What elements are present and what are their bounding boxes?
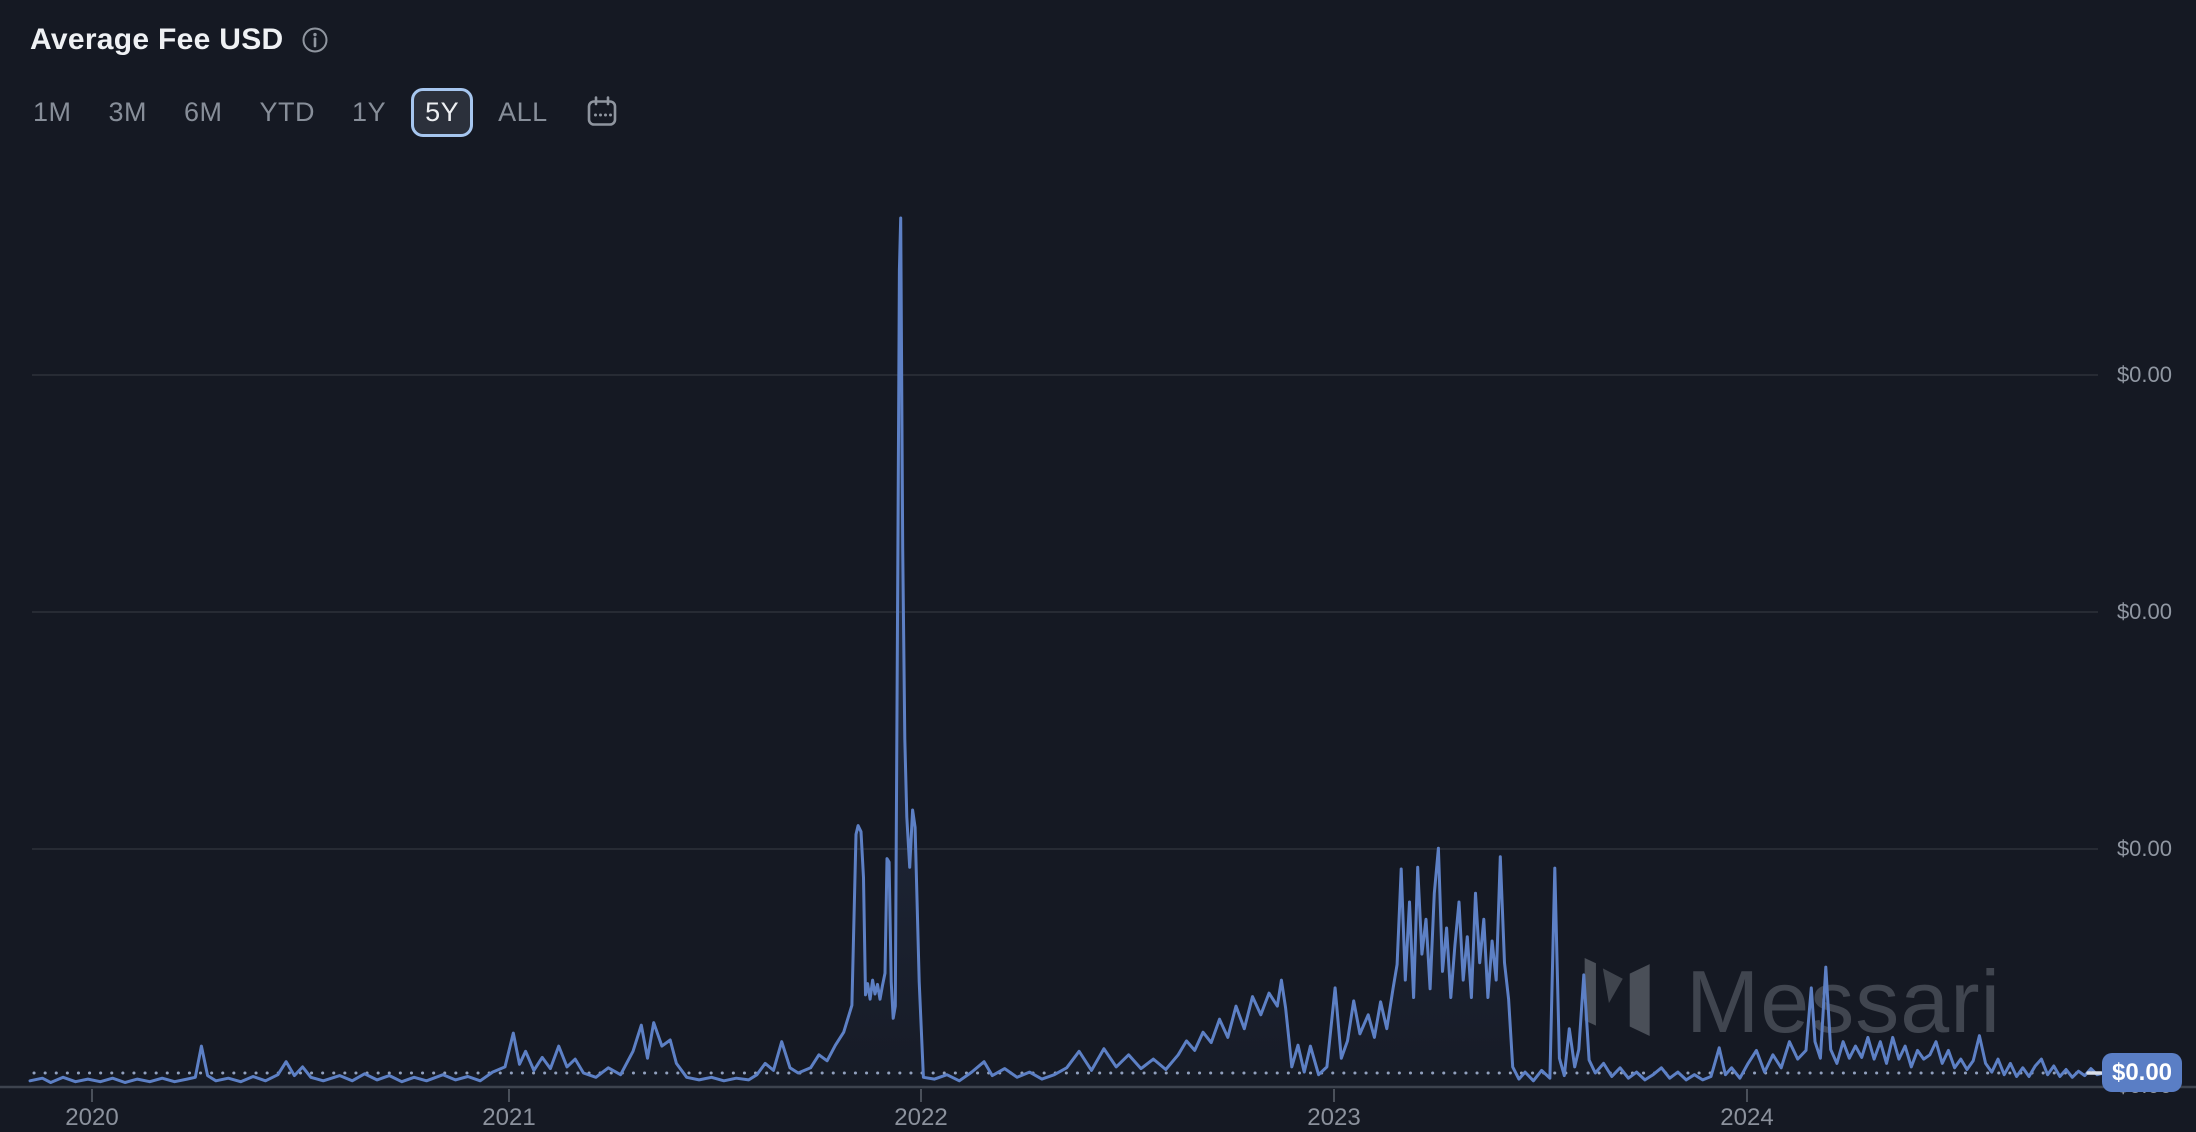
x-axis-label-2024: 2024	[1720, 1104, 1774, 1131]
x-axis-label-2020: 2020	[65, 1104, 119, 1131]
messari-wordmark: Messari	[1686, 952, 2002, 1051]
calendar-icon	[587, 96, 616, 126]
page-title: Average Fee USD	[30, 23, 284, 56]
y-axis-label: $0.00	[2116, 599, 2172, 624]
fee-area-fill	[30, 218, 2104, 1086]
chart-header: Average Fee USD	[30, 18, 330, 62]
time-range-selector: 1M 3M 6M YTD 1Y 5Y ALL	[33, 84, 619, 140]
range-button-ytd[interactable]: YTD	[259, 96, 316, 127]
x-axis-label-2021: 2021	[482, 1104, 536, 1131]
y-axis-label: $0.00	[2116, 362, 2172, 387]
info-icon	[302, 27, 327, 53]
messari-watermark: Messari	[1576, 952, 2002, 1051]
gridlines	[32, 374, 2098, 850]
range-button-6m[interactable]: 6M	[184, 96, 223, 127]
x-axis-ticks	[91, 1089, 1748, 1102]
latest-value-badge: $0.00	[2102, 1053, 2182, 1092]
range-button-5y[interactable]: 5Y	[411, 87, 474, 137]
range-button-1m[interactable]: 1M	[33, 96, 72, 127]
range-button-3m[interactable]: 3M	[108, 96, 148, 127]
x-axis-label-2022: 2022	[894, 1104, 948, 1131]
range-button-all[interactable]: ALL	[498, 96, 548, 127]
messari-logo-icon	[1584, 958, 1650, 1036]
calendar-button[interactable]	[585, 95, 619, 129]
info-icon-button[interactable]	[300, 25, 330, 55]
y-axis-label: $0.00	[2116, 836, 2172, 861]
range-button-1y[interactable]: 1Y	[352, 96, 387, 127]
x-axis-label-2023: 2023	[1307, 1104, 1361, 1131]
fee-line	[28, 216, 2105, 1084]
